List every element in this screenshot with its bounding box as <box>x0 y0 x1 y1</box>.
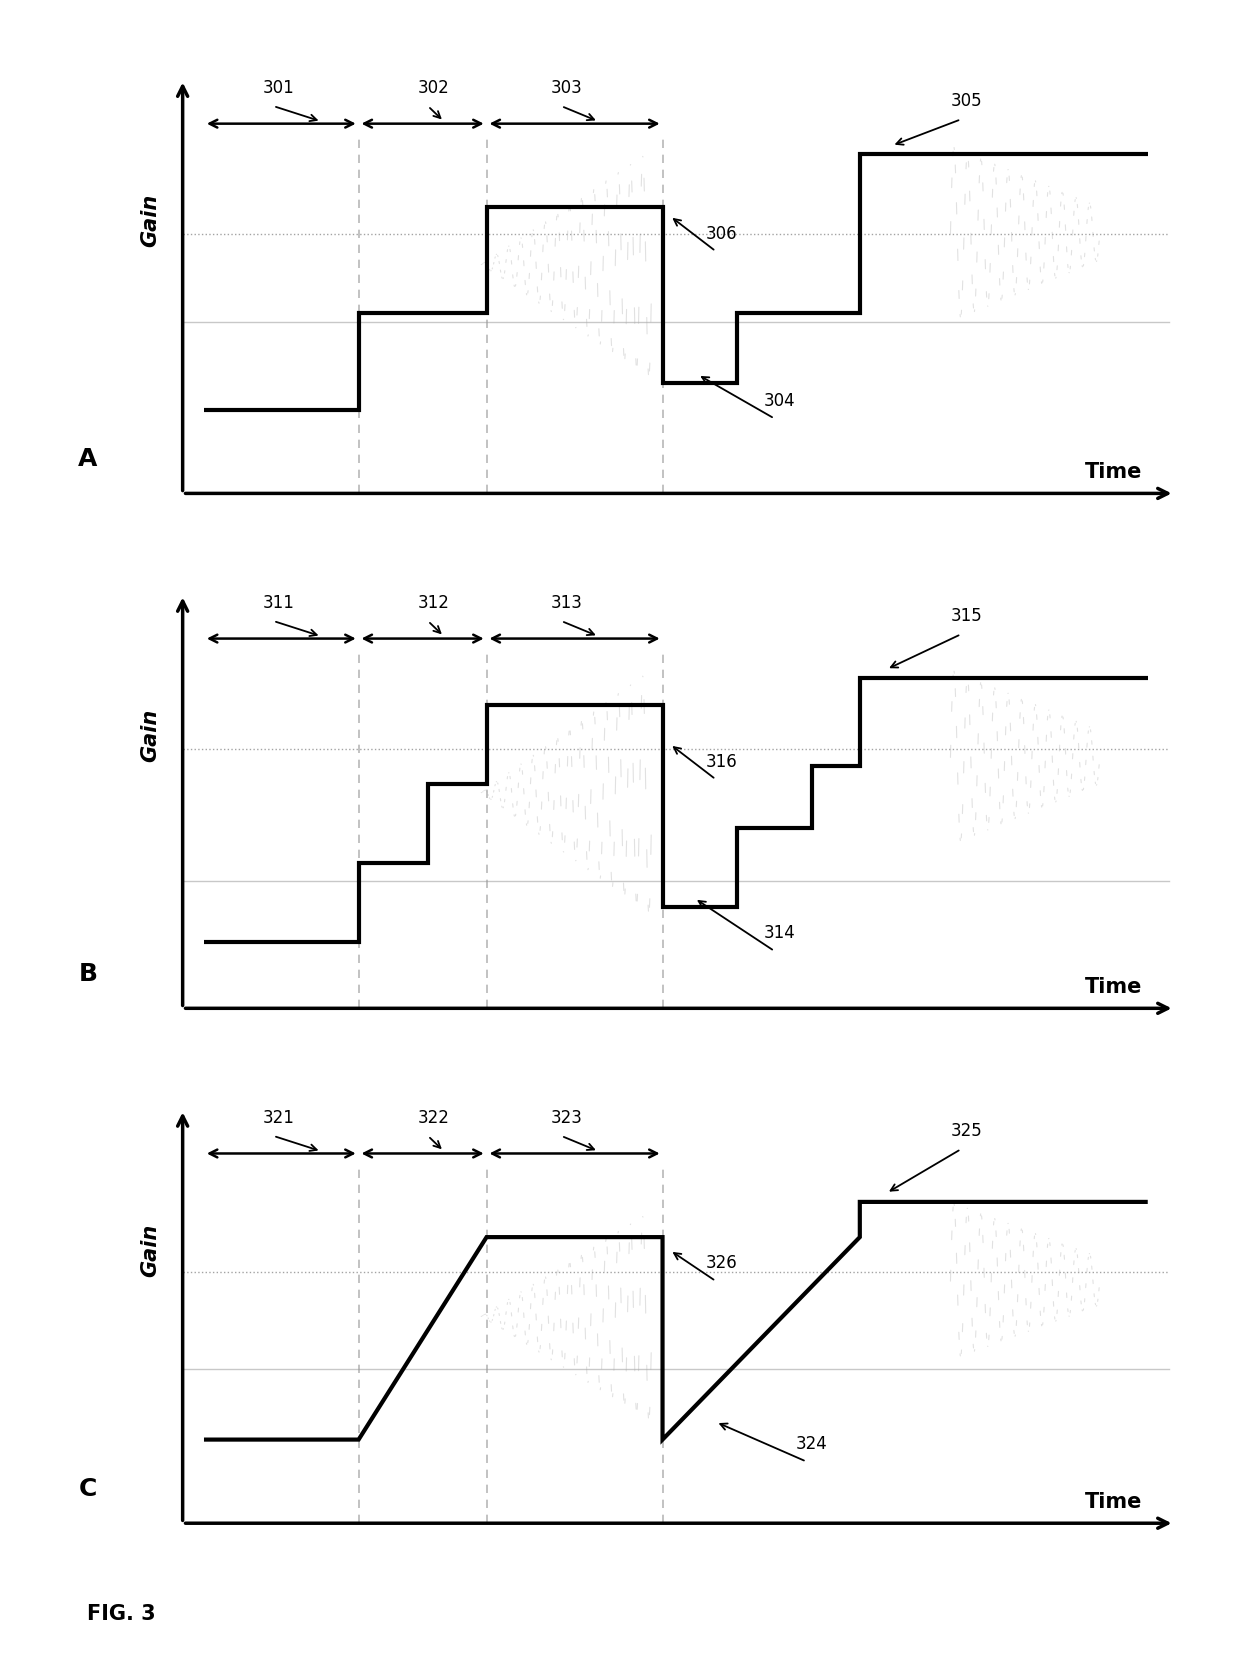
Text: 321: 321 <box>263 1110 295 1128</box>
Text: 326: 326 <box>706 1254 737 1272</box>
Text: 316: 316 <box>706 752 737 771</box>
Text: Gain: Gain <box>140 709 161 762</box>
Text: 303: 303 <box>551 80 583 98</box>
Text: 324: 324 <box>796 1435 827 1453</box>
Text: 314: 314 <box>764 924 796 942</box>
Text: FIG. 3: FIG. 3 <box>87 1605 155 1624</box>
Text: Gain: Gain <box>140 194 161 247</box>
Text: 305: 305 <box>950 93 982 110</box>
Text: 311: 311 <box>263 595 295 613</box>
Text: Time: Time <box>1085 977 1142 997</box>
Text: A: A <box>78 447 97 472</box>
Text: 306: 306 <box>706 224 737 243</box>
Text: Time: Time <box>1085 1492 1142 1512</box>
Text: 325: 325 <box>950 1123 982 1139</box>
Text: 322: 322 <box>417 1110 449 1128</box>
Text: 313: 313 <box>551 595 583 613</box>
Text: Time: Time <box>1085 462 1142 482</box>
Text: 302: 302 <box>417 80 449 98</box>
Text: 323: 323 <box>551 1110 583 1128</box>
Text: 315: 315 <box>950 608 982 625</box>
Text: 312: 312 <box>417 595 449 613</box>
Text: 304: 304 <box>764 392 796 410</box>
Text: Gain: Gain <box>140 1224 161 1277</box>
Text: C: C <box>79 1477 97 1502</box>
Text: B: B <box>78 962 97 987</box>
Text: 301: 301 <box>263 80 294 98</box>
